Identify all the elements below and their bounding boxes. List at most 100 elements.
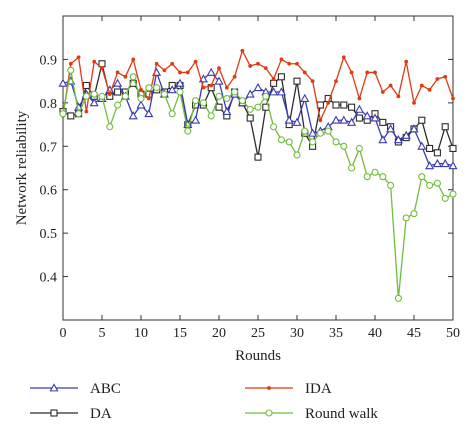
data-point-round-walk bbox=[168, 110, 176, 118]
data-point-da bbox=[348, 103, 356, 111]
data-point-round-walk bbox=[316, 129, 324, 137]
data-point-abc bbox=[175, 78, 185, 87]
data-point-round-walk bbox=[238, 97, 246, 105]
y-tick-label: 0.7 bbox=[40, 140, 58, 155]
data-point-round-walk bbox=[433, 179, 441, 187]
data-point-round-walk bbox=[301, 127, 309, 135]
data-point-da bbox=[449, 144, 457, 153]
x-tick-label: 20 bbox=[212, 326, 226, 341]
data-point-da bbox=[67, 112, 75, 120]
data-point-ida bbox=[318, 118, 323, 123]
data-point-ida bbox=[193, 59, 198, 64]
data-point-ida bbox=[388, 83, 393, 88]
x-tick-label: 15 bbox=[173, 326, 187, 341]
data-point-abc bbox=[284, 115, 294, 124]
data-point-abc bbox=[292, 117, 302, 126]
data-point-abc bbox=[222, 106, 232, 115]
y-axis-label: Network reliability bbox=[14, 110, 30, 225]
x-tick-label: 35 bbox=[329, 326, 343, 341]
data-point-round-walk bbox=[223, 94, 231, 103]
data-point-abc bbox=[339, 115, 349, 124]
legend-label-round-walk: Round walk bbox=[305, 406, 378, 422]
data-point-round-walk bbox=[145, 84, 153, 92]
data-point-abc bbox=[128, 111, 138, 120]
data-point-round-walk bbox=[371, 168, 379, 176]
data-point-ida bbox=[154, 61, 159, 66]
legend: ABC IDA DA Round walk bbox=[30, 381, 378, 422]
data-point-round-walk bbox=[324, 127, 332, 135]
data-point-ida bbox=[373, 70, 377, 75]
data-point-ida bbox=[123, 74, 128, 79]
x-tick-label: 5 bbox=[99, 326, 106, 341]
data-point-abc bbox=[432, 158, 442, 168]
data-point-ida bbox=[326, 100, 331, 105]
y-tick-label: 0.4 bbox=[40, 271, 58, 286]
data-point-ida bbox=[139, 87, 143, 92]
series-round-walk bbox=[59, 66, 457, 302]
data-point-abc bbox=[214, 76, 224, 85]
data-point-round-walk bbox=[184, 127, 192, 135]
data-point-da bbox=[418, 116, 426, 124]
data-point-round-walk bbox=[332, 138, 340, 146]
data-point-ida bbox=[287, 61, 292, 66]
data-point-da bbox=[277, 73, 285, 81]
data-point-round-walk bbox=[90, 90, 98, 98]
data-point-ida bbox=[84, 109, 89, 114]
legend-label-ida: IDA bbox=[305, 381, 332, 397]
legend-item-abc: ABC bbox=[30, 381, 121, 397]
legend-label-abc: ABC bbox=[90, 381, 121, 397]
data-point-round-walk bbox=[426, 181, 434, 189]
data-point-da bbox=[441, 123, 449, 131]
data-point-da bbox=[82, 81, 90, 90]
data-point-abc bbox=[206, 67, 216, 76]
data-point-ida bbox=[240, 48, 245, 53]
data-point-ida bbox=[217, 66, 221, 71]
data-point-ida bbox=[170, 61, 175, 66]
data-point-ida bbox=[443, 74, 448, 79]
data-point-round-walk bbox=[262, 92, 270, 100]
data-point-da bbox=[114, 88, 122, 96]
data-point-abc bbox=[191, 115, 201, 124]
data-point-abc bbox=[136, 100, 146, 109]
data-point-round-walk bbox=[270, 123, 278, 131]
data-point-ida bbox=[341, 55, 346, 60]
data-point-round-walk bbox=[348, 164, 356, 172]
data-point-round-walk bbox=[355, 144, 363, 153]
data-point-round-walk bbox=[129, 73, 137, 81]
data-point-da bbox=[254, 153, 262, 161]
data-point-ida bbox=[263, 66, 268, 71]
data-point-abc bbox=[362, 111, 372, 120]
data-point-abc bbox=[417, 141, 427, 150]
data-point-abc bbox=[167, 85, 177, 94]
data-point-abc bbox=[401, 130, 411, 139]
data-point-ida bbox=[248, 64, 253, 68]
data-point-abc bbox=[269, 87, 279, 96]
data-point-abc bbox=[113, 78, 123, 87]
x-tick-label: 50 bbox=[446, 326, 460, 341]
data-point-round-walk bbox=[379, 173, 387, 181]
data-point-round-walk bbox=[402, 214, 410, 222]
data-point-ida bbox=[396, 94, 401, 99]
plot-frame bbox=[62, 15, 454, 321]
data-point-round-walk bbox=[75, 110, 83, 118]
data-point-ida bbox=[131, 57, 136, 62]
data-point-ida bbox=[115, 70, 120, 75]
data-point-round-walk bbox=[449, 190, 457, 198]
data-point-da bbox=[293, 77, 301, 85]
legend-item-ida: IDA bbox=[245, 381, 332, 397]
data-point-round-walk bbox=[82, 92, 90, 100]
x-axis-label: Rounds bbox=[235, 348, 281, 364]
data-point-ida bbox=[334, 79, 338, 84]
data-point-ida bbox=[209, 83, 214, 88]
y-tick-label: 0.6 bbox=[40, 184, 58, 199]
data-point-ida bbox=[271, 77, 276, 81]
data-point-ida bbox=[357, 96, 362, 101]
legend-marker-round-walk bbox=[265, 409, 273, 417]
data-point-ida bbox=[302, 70, 307, 75]
legend-marker-ida bbox=[267, 386, 271, 390]
y-tick-label: 0.9 bbox=[40, 53, 58, 68]
data-point-da bbox=[433, 149, 441, 157]
data-point-da bbox=[426, 144, 434, 153]
data-point-da bbox=[215, 103, 223, 111]
